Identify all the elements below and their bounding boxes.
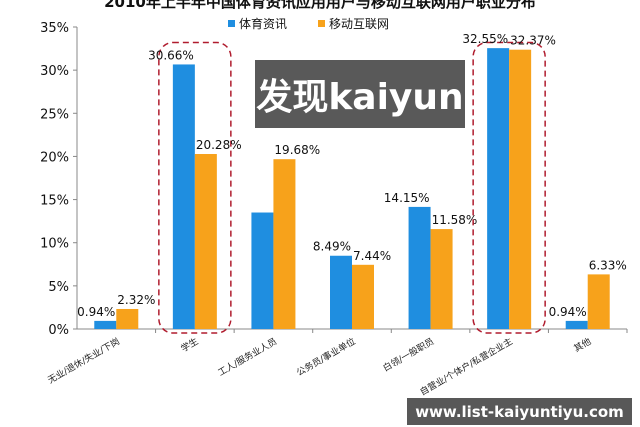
legend-swatch xyxy=(318,20,325,27)
bar xyxy=(565,320,588,329)
y-tick-label: 10% xyxy=(40,237,69,252)
data-label: 32.37% xyxy=(510,34,556,48)
x-tick-label: 白领/一般职员 xyxy=(381,335,436,374)
bar xyxy=(330,255,352,329)
x-tick-label: 无业/退休/失业/下岗 xyxy=(46,335,122,386)
data-label: 2.32% xyxy=(117,293,155,307)
y-tick-label: 25% xyxy=(40,107,69,122)
data-label: 0.94% xyxy=(77,305,115,319)
data-label: 32.55% xyxy=(462,32,508,46)
data-label: 7.44% xyxy=(353,249,391,263)
chart-title: 2010年上半年中国体育资讯应用用户与移动互联网用户职业分布 xyxy=(104,0,536,11)
bar xyxy=(487,48,510,329)
bar xyxy=(352,264,374,329)
bar xyxy=(172,64,195,329)
overlay-banner: 发现kaiyun xyxy=(255,60,465,128)
highlight-box xyxy=(472,41,546,334)
bar xyxy=(94,320,117,329)
data-label: 14.15% xyxy=(384,191,430,205)
legend-swatch xyxy=(228,20,235,27)
bar xyxy=(408,206,431,329)
bar xyxy=(194,154,217,329)
watermark: www.list-kaiyuntiyu.com xyxy=(407,398,632,425)
x-tick-label: 学生 xyxy=(179,335,201,354)
data-label: 6.33% xyxy=(589,258,627,272)
y-tick-label: 20% xyxy=(40,150,69,165)
data-label: 19.68% xyxy=(274,143,320,157)
y-tick-label: 0% xyxy=(48,323,69,338)
data-label: 30.66% xyxy=(148,48,194,62)
data-label: 11.58% xyxy=(432,213,478,227)
data-label: 0.94% xyxy=(549,305,587,319)
x-tick-label: 公务员/事业单位 xyxy=(294,335,357,378)
bar xyxy=(251,212,274,329)
bar xyxy=(273,159,296,329)
legend-label: 移动互联网 xyxy=(329,17,389,31)
data-label: 8.49% xyxy=(313,240,351,254)
x-tick-label: 其他 xyxy=(572,335,594,354)
data-label: 20.28% xyxy=(196,138,242,152)
y-tick-label: 35% xyxy=(40,21,69,36)
y-tick-label: 30% xyxy=(40,64,69,79)
x-tick-label: 工人/服务业人员 xyxy=(216,335,279,378)
highlight-box xyxy=(158,41,232,334)
bar xyxy=(509,49,532,329)
y-tick-label: 5% xyxy=(48,280,69,295)
bar xyxy=(587,274,610,329)
bar xyxy=(430,229,453,329)
bar xyxy=(116,308,139,329)
legend-label: 体育资讯 xyxy=(239,16,287,31)
y-tick-label: 15% xyxy=(40,194,69,209)
